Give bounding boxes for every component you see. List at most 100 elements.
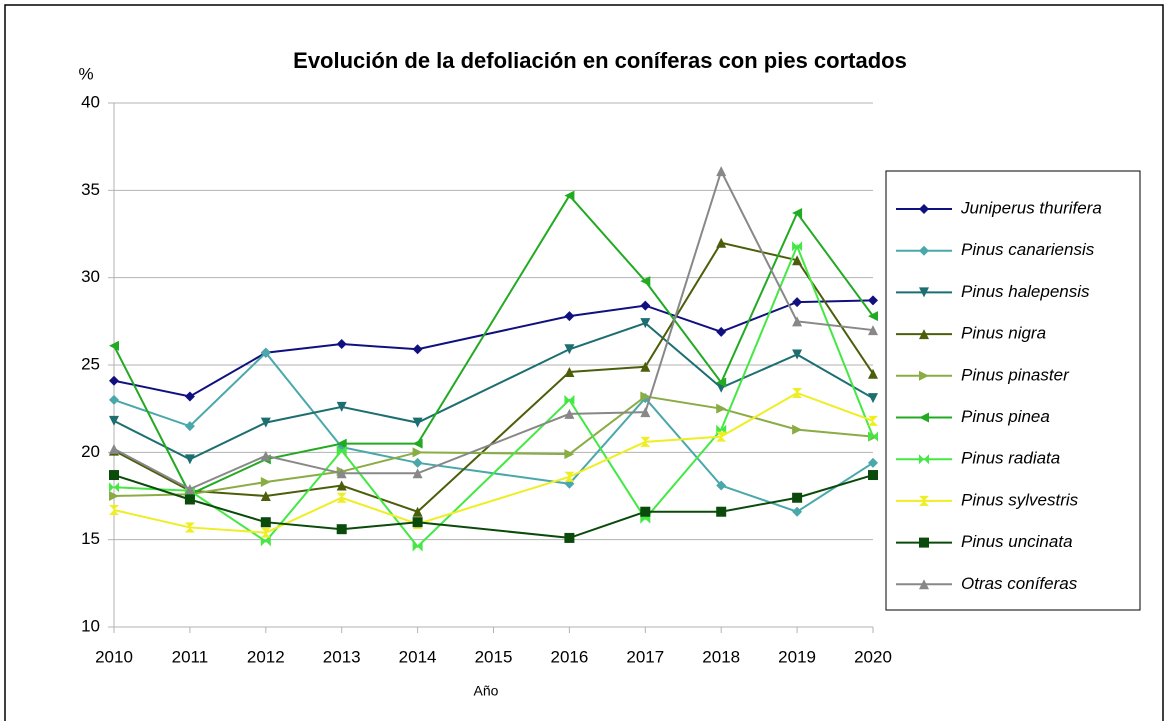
- point-marker: [868, 325, 878, 336]
- point-marker: [868, 470, 878, 481]
- legend-label: Pinus pinaster: [961, 365, 1070, 384]
- point-marker: [412, 417, 423, 428]
- legend-marker: [919, 329, 929, 340]
- point-marker: [716, 431, 727, 442]
- point-marker: [792, 316, 803, 327]
- point-marker: [260, 536, 271, 547]
- y-tick-label: 40: [81, 92, 100, 111]
- point-marker: [109, 415, 119, 426]
- point-marker: [792, 297, 803, 308]
- point-marker: [868, 311, 878, 322]
- legend-label: Pinus halepensis: [961, 282, 1090, 301]
- legend-label: Otras coníferas: [961, 574, 1078, 593]
- point-marker: [412, 447, 423, 458]
- point-marker: [640, 506, 651, 517]
- series-line: [113, 193, 874, 496]
- y-tick-label: 25: [81, 354, 100, 373]
- point-marker: [412, 457, 423, 468]
- x-tick-label: 2014: [399, 647, 437, 666]
- x-tick-label: 2010: [95, 647, 133, 666]
- point-marker: [640, 407, 651, 418]
- point-marker: [184, 421, 195, 432]
- point-marker: [336, 438, 347, 449]
- y-tick-label: 30: [81, 267, 100, 286]
- point-marker: [109, 491, 119, 501]
- series-line: [113, 241, 874, 513]
- series-line: [113, 395, 874, 497]
- point-marker: [792, 241, 803, 252]
- x-tick-label: 2013: [323, 647, 361, 666]
- point-marker: [716, 326, 727, 337]
- point-marker: [868, 393, 878, 404]
- x-tick-label: 2019: [778, 647, 816, 666]
- point-marker: [868, 415, 878, 426]
- point-marker: [564, 190, 575, 201]
- point-marker: [109, 470, 119, 481]
- point-marker: [640, 391, 651, 402]
- legend-label: Pinus sylvestris: [961, 490, 1079, 509]
- legend-marker: [919, 287, 929, 298]
- point-marker: [412, 517, 423, 528]
- point-marker: [868, 457, 878, 468]
- legend-label: Pinus radiata: [961, 449, 1060, 468]
- point-marker: [640, 300, 651, 311]
- legend-label: Pinus pinea: [961, 407, 1050, 426]
- legend-marker: [919, 370, 929, 381]
- legend-marker: [919, 245, 929, 256]
- point-marker: [336, 480, 347, 491]
- legend-marker: [919, 495, 929, 506]
- point-marker: [412, 468, 423, 479]
- point-marker: [716, 403, 727, 414]
- point-marker: [336, 339, 347, 350]
- point-marker: [260, 527, 271, 538]
- point-marker: [792, 492, 803, 503]
- point-marker: [640, 361, 651, 372]
- series-line: [113, 299, 874, 398]
- point-marker: [792, 208, 803, 219]
- point-marker: [184, 522, 195, 533]
- point-marker: [260, 450, 271, 461]
- x-tick-label: 2016: [550, 647, 588, 666]
- point-marker: [564, 344, 575, 355]
- point-marker: [564, 311, 575, 322]
- point-marker: [184, 454, 195, 465]
- point-marker: [716, 377, 727, 388]
- legend-marker: [919, 537, 929, 548]
- point-marker: [640, 436, 651, 447]
- point-marker: [184, 391, 195, 402]
- point-marker: [868, 295, 878, 306]
- chart-title: Evolución de la defoliación en coníferas…: [293, 48, 907, 73]
- legend-marker: [919, 204, 929, 214]
- x-tick-label: 2020: [854, 647, 892, 666]
- series-line: [113, 474, 874, 539]
- point-marker: [184, 484, 195, 495]
- point-marker: [716, 480, 727, 491]
- point-marker: [716, 166, 727, 177]
- point-marker: [109, 443, 119, 454]
- series-line: [113, 391, 874, 534]
- point-marker: [716, 237, 727, 248]
- point-marker: [868, 368, 878, 379]
- point-marker: [564, 366, 575, 377]
- point-marker: [792, 255, 803, 266]
- x-tick-label: 2011: [172, 647, 209, 666]
- point-marker: [412, 344, 423, 355]
- point-marker: [792, 506, 803, 517]
- legend-marker: [919, 454, 929, 465]
- point-marker: [184, 494, 195, 505]
- point-marker: [109, 375, 119, 386]
- point-marker: [564, 471, 575, 482]
- legend-label: Pinus canariensis: [961, 240, 1095, 259]
- legend-marker: [919, 579, 929, 590]
- point-marker: [868, 431, 878, 442]
- point-marker: [640, 318, 651, 329]
- point-marker: [640, 276, 651, 287]
- point-marker: [412, 506, 423, 517]
- point-marker: [564, 532, 575, 543]
- point-marker: [716, 506, 727, 517]
- point-marker: [336, 524, 347, 535]
- legend-box: [885, 170, 1141, 611]
- series-line: [113, 321, 874, 461]
- point-marker: [260, 477, 271, 488]
- x-axis-label: Año: [474, 683, 499, 699]
